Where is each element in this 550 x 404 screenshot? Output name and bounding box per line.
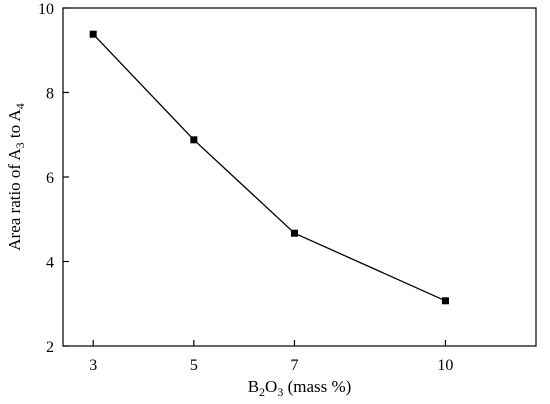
axis-title-text: (mass %): [283, 377, 351, 396]
y-tick-label: 8: [46, 86, 54, 103]
y-ticks: 2 4 6 8 10: [38, 1, 69, 356]
axis-title-text: B: [248, 377, 259, 396]
data-point-marker: [290, 229, 298, 237]
axis-title-text: to A: [5, 109, 24, 143]
data-point-marker: [190, 136, 198, 144]
y-axis-title: Area ratio of A3 to A4: [5, 103, 27, 251]
data-point-marker: [89, 30, 97, 38]
plot-frame: [62, 7, 537, 347]
x-tick-label: 10: [437, 357, 453, 374]
data-point-marker: [441, 297, 449, 305]
x-tick-label: 3: [89, 357, 97, 374]
axis-title-text: O: [265, 377, 277, 396]
x-ticks: 3 5 7 10: [89, 340, 453, 374]
y-tick-label: 2: [46, 339, 54, 356]
x-axis-title: B2O3 (mass %): [248, 377, 352, 399]
x-tick-label: 5: [190, 357, 198, 374]
series-line: [92, 33, 446, 302]
y-tick-label: 4: [46, 255, 54, 272]
axis-title-subscript: 4: [13, 103, 27, 109]
y-tick-label: 6: [46, 170, 54, 187]
y-tick-label: 10: [38, 1, 54, 18]
axis-title-subscript: 3: [13, 142, 27, 148]
axis-title-subscript: 2: [259, 385, 265, 399]
axis-title-subscript: 3: [277, 385, 283, 399]
series-layer: [89, 30, 449, 305]
x-tick-label: 7: [290, 357, 298, 374]
axis-title-text: Area ratio of A: [5, 148, 24, 251]
